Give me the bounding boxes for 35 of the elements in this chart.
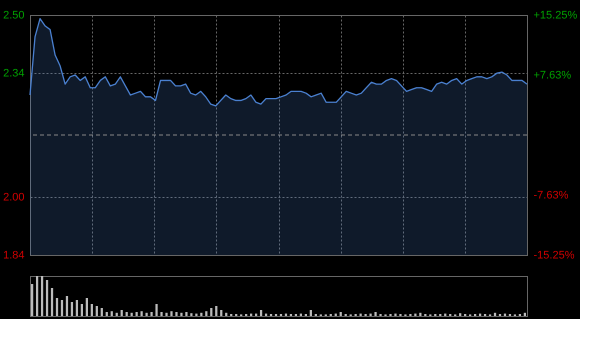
- y2-tick-label: +7.63%: [534, 69, 572, 82]
- bar: [215, 306, 218, 316]
- y2-tick-label: -15.25%: [534, 250, 575, 262]
- bar: [459, 313, 462, 316]
- bar: [220, 310, 222, 316]
- y2-tick-label: +15.25%: [534, 10, 578, 22]
- bar: [120, 310, 123, 316]
- bar: [210, 308, 212, 316]
- bar: [190, 313, 193, 316]
- bar: [200, 312, 202, 316]
- bar: [96, 306, 98, 316]
- bar: [225, 312, 228, 316]
- bar: [90, 304, 93, 316]
- bar: [110, 311, 113, 316]
- y-tick-label: 2.34: [3, 68, 24, 80]
- bar: [60, 300, 64, 316]
- bar: [340, 312, 342, 316]
- bar: [136, 312, 138, 316]
- bar: [116, 312, 118, 316]
- y2-tick-label: -7.63%: [534, 190, 569, 202]
- bar: [70, 302, 74, 316]
- bar: [170, 311, 173, 316]
- bar: [140, 311, 143, 316]
- bar: [130, 312, 133, 316]
- bar: [126, 312, 128, 316]
- bar: [100, 308, 103, 316]
- bar: [310, 310, 312, 316]
- bar: [86, 298, 88, 316]
- bar: [76, 300, 78, 316]
- bar: [106, 312, 108, 316]
- bar: [205, 311, 208, 316]
- y-tick-label: 1.84: [3, 250, 24, 262]
- y-tick-label: 2.00: [3, 191, 24, 204]
- bar: [419, 312, 422, 316]
- y-tick-label: 2.50: [3, 10, 24, 22]
